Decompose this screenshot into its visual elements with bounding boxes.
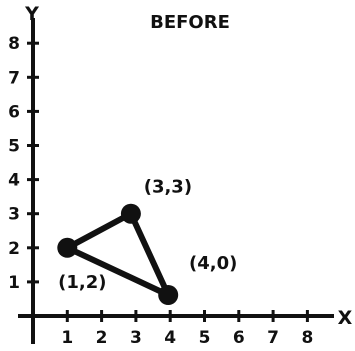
y-axis-label: Y [24,3,39,25]
triangle-group [57,203,179,305]
vertex-labels: (1,2) (3,3) (4,0) [58,177,237,293]
axis-tick-labels: 1 2 3 4 5 6 7 8 1 2 3 4 5 6 7 8 [8,34,313,348]
axis-ticks [27,41,309,322]
y-tick-label-6: 6 [8,102,20,122]
x-axis-label: X [338,307,353,329]
y-tick-label-3: 3 [8,205,20,225]
y-tick-label-1: 1 [8,273,20,293]
x-tick-label-3: 3 [130,328,142,348]
y-tick-label-8: 8 [8,34,20,54]
x-tick-label-8: 8 [301,328,313,348]
diagram-title: BEFORE [150,12,230,33]
triangle-outline [64,210,172,298]
vertex-label-1: (1,2) [58,272,106,293]
vertex-label-2: (3,3) [144,177,192,198]
x-tick-label-6: 6 [233,328,245,348]
vertex-label-3: (4,0) [189,253,237,274]
x-tick-label-5: 5 [199,328,211,348]
x-tick-label-4: 4 [164,328,176,348]
x-tick-label-7: 7 [267,328,279,348]
y-tick-label-7: 7 [8,68,20,88]
y-tick-label-5: 5 [8,137,20,157]
x-tick-label-1: 1 [61,328,73,348]
y-tick-label-2: 2 [8,239,20,259]
vertex-point-2 [120,203,141,224]
y-tick-label-4: 4 [8,171,20,191]
vertex-point-3 [158,285,179,305]
vertex-point-1 [57,237,78,258]
x-tick-label-2: 2 [96,328,108,348]
